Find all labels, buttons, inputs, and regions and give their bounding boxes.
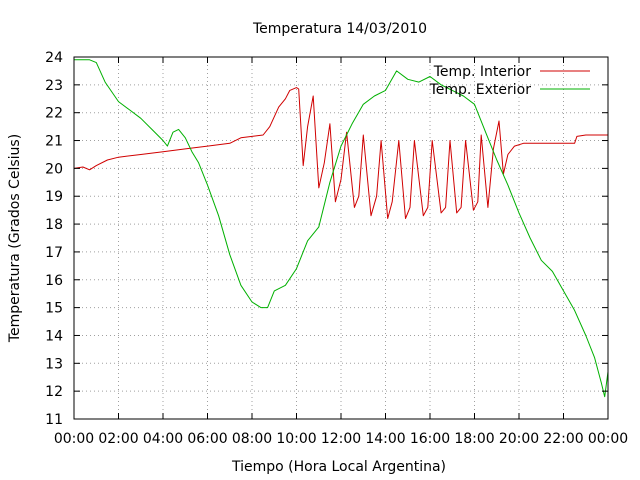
series-lines xyxy=(73,59,609,398)
x-tick-label: 10:00 xyxy=(276,431,316,447)
y-axis-label: Temperatura (Grados Celsius) xyxy=(7,134,23,343)
x-tick-label: 12:00 xyxy=(321,431,361,447)
y-tick-label: 19 xyxy=(45,189,63,205)
x-tick-label: 14:00 xyxy=(365,431,405,447)
y-tick-label: 12 xyxy=(45,384,63,400)
y-tick-label: 15 xyxy=(45,301,63,317)
y-tick-label: 17 xyxy=(45,245,63,261)
chart-title: Temperatura 14/03/2010 xyxy=(252,21,427,37)
y-tick-label: 18 xyxy=(45,217,63,233)
y-tick-label: 16 xyxy=(45,273,63,289)
x-tick-label: 04:00 xyxy=(143,431,183,447)
x-tick-label: 00:00 xyxy=(588,431,628,447)
y-tick-label: 23 xyxy=(45,78,63,94)
series-line-exterior xyxy=(74,59,609,398)
x-tick-label: 08:00 xyxy=(232,431,272,447)
legend-label-interior: Temp. Interior xyxy=(433,64,532,80)
x-axis-label: Tiempo (Hora Local Argentina) xyxy=(231,459,446,475)
y-tick-label: 14 xyxy=(45,328,63,344)
x-tick-label: 06:00 xyxy=(187,431,227,447)
legend-label-exterior: Temp. Exterior xyxy=(429,82,532,98)
y-tick-label: 11 xyxy=(45,412,63,428)
y-tick-label: 21 xyxy=(45,134,63,150)
grid xyxy=(74,57,608,419)
x-tick-label: 22:00 xyxy=(543,431,583,447)
y-tick-label: 20 xyxy=(45,161,63,177)
y-tick-label: 22 xyxy=(45,106,63,122)
x-tick-label: 02:00 xyxy=(98,431,138,447)
x-tick-label: 16:00 xyxy=(410,431,450,447)
x-tick-label: 18:00 xyxy=(454,431,494,447)
x-tick-label: 00:00 xyxy=(54,431,94,447)
x-tick-labels: 00:00 02:00 04:00 06:00 08:00 10:00 12:00 14:00… xyxy=(54,431,628,447)
y-tick-labels: 11 12 13 14 15 16 17 18 19 20 21 22 23 24 xyxy=(45,50,63,428)
y-tick-label: 24 xyxy=(45,50,63,66)
x-tick-label: 20:00 xyxy=(499,431,539,447)
y-tick-label: 13 xyxy=(45,356,63,372)
axis-ticks xyxy=(73,56,609,420)
series-line-interior xyxy=(73,87,608,219)
legend: Temp. Interior Temp. Exterior xyxy=(429,64,590,98)
